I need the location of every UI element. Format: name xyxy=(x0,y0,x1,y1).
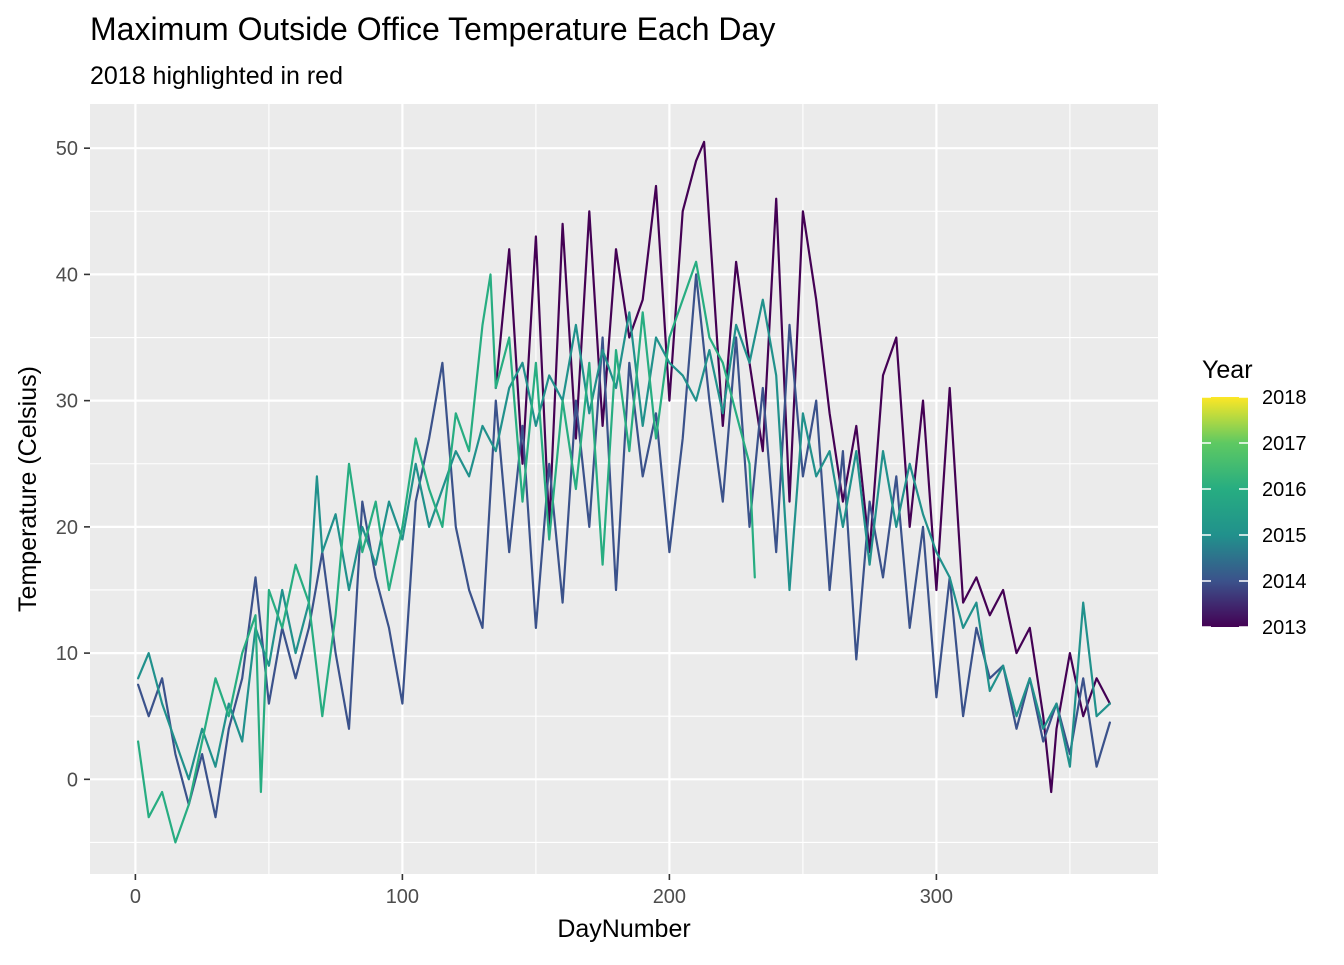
y-axis-title: Temperature (Celsius) xyxy=(14,366,42,612)
x-tick-label: 100 xyxy=(386,886,419,908)
legend-label: 2014 xyxy=(1262,571,1307,593)
legend-label: 2013 xyxy=(1262,617,1307,639)
y-tick-label: 20 xyxy=(56,517,78,539)
y-tick-label: 50 xyxy=(56,138,78,160)
legend-label: 2015 xyxy=(1262,525,1307,547)
x-axis-ticks: 0 100 200 300 xyxy=(130,874,953,908)
series-line-2015 xyxy=(137,298,1112,781)
legend-colorbar xyxy=(1202,397,1248,627)
legend-ticks: 2018 2017 2016 2015 2014 2013 xyxy=(1202,387,1307,639)
y-tick-label: 40 xyxy=(56,264,78,286)
legend: Year 2018 2017 2016 2015 2014 2013 xyxy=(1202,356,1307,639)
x-axis-title: DayNumber xyxy=(557,915,690,943)
series-line-2016 xyxy=(137,260,756,844)
x-tick-label: 200 xyxy=(653,886,686,908)
plot-panel xyxy=(90,104,1158,874)
x-tick-label: 300 xyxy=(920,886,953,908)
y-axis-ticks: 0 10 20 30 40 50 xyxy=(56,138,90,791)
chart-title: Maximum Outside Office Temperature Each … xyxy=(90,11,775,47)
series-line-2013 xyxy=(494,140,1112,794)
series-lines xyxy=(137,140,1112,844)
legend-label: 2017 xyxy=(1262,433,1307,455)
y-tick-label: 30 xyxy=(56,391,78,413)
legend-title: Year xyxy=(1202,356,1253,384)
major-gridlines xyxy=(90,104,1158,874)
chart-subtitle: 2018 highlighted in red xyxy=(90,62,343,90)
x-tick-label: 0 xyxy=(130,886,141,908)
y-tick-label: 10 xyxy=(56,643,78,665)
legend-label: 2018 xyxy=(1262,387,1307,409)
y-tick-label: 0 xyxy=(67,769,78,791)
series-line-2014 xyxy=(137,273,1112,819)
legend-label: 2016 xyxy=(1262,479,1307,501)
